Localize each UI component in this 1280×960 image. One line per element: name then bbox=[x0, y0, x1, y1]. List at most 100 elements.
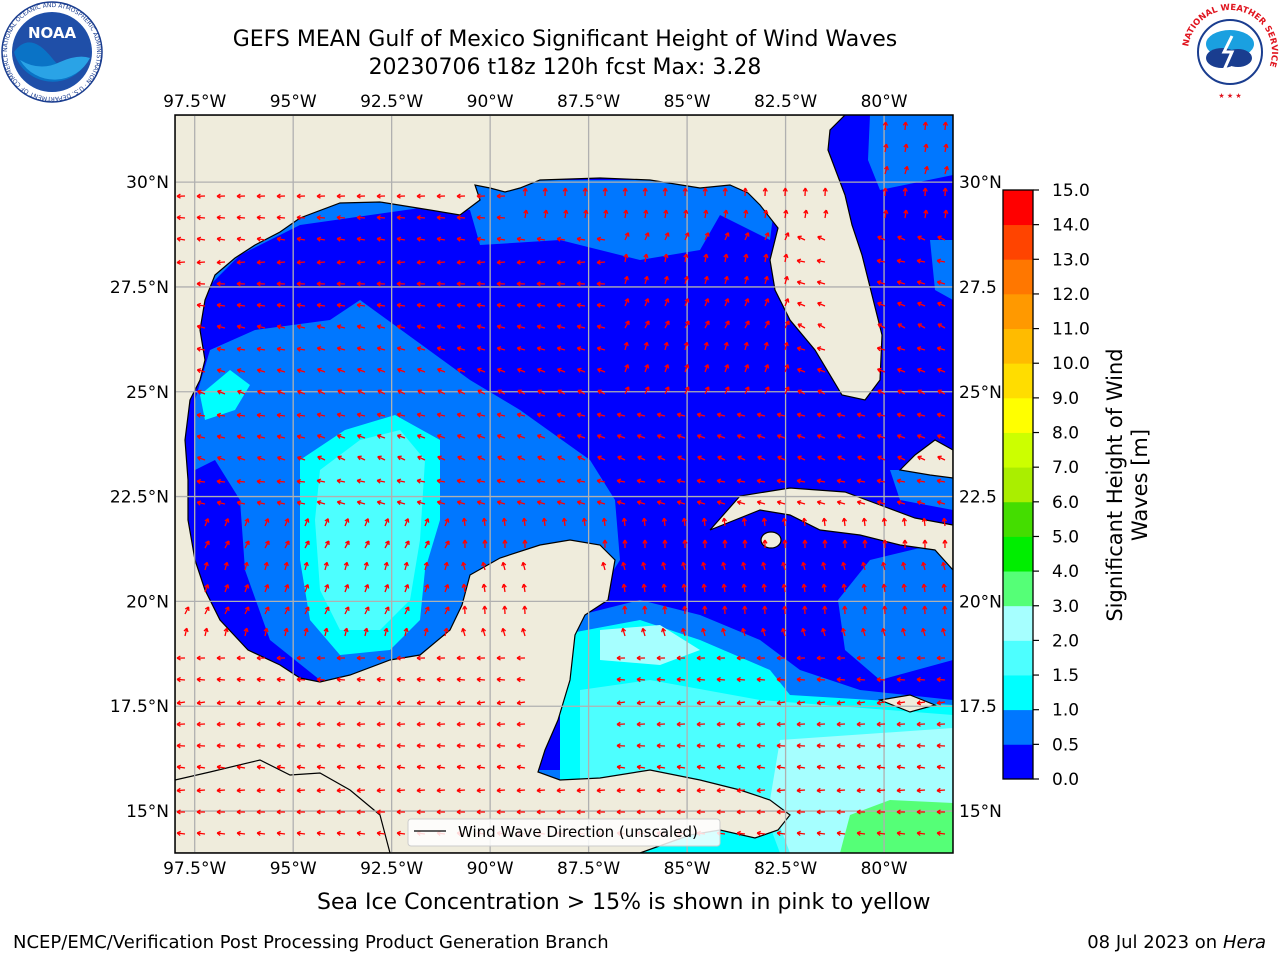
wave-arrow bbox=[756, 433, 766, 439]
wave-arrow bbox=[923, 209, 929, 219]
wave-arrow bbox=[424, 540, 430, 549]
wave-arrow bbox=[624, 320, 630, 329]
wave-arrow bbox=[224, 606, 230, 615]
wave-arrow bbox=[176, 721, 186, 727]
wave-arrow bbox=[203, 627, 209, 637]
wave-arrow bbox=[941, 517, 948, 527]
wave-arrow bbox=[644, 232, 650, 241]
nws-logo: NATIONAL WEATHER SERVICE ★ ★ ★ bbox=[1180, 2, 1280, 102]
wave-arrow bbox=[577, 389, 586, 395]
wave-arrow bbox=[176, 809, 186, 815]
wave-arrow bbox=[784, 320, 790, 329]
wave-arrow bbox=[516, 743, 526, 749]
colorbar-tick-label: 10.0 bbox=[1052, 354, 1090, 374]
wave-arrow bbox=[356, 412, 366, 418]
wave-arrow bbox=[636, 412, 646, 418]
wave-arrow bbox=[596, 259, 606, 265]
wave-arrow bbox=[643, 253, 649, 263]
wave-arrow bbox=[263, 561, 269, 571]
wave-arrow bbox=[796, 743, 806, 749]
wave-arrow bbox=[416, 764, 426, 770]
wave-arrow bbox=[897, 389, 906, 395]
wave-arrow bbox=[461, 561, 467, 571]
wave-arrow bbox=[436, 259, 446, 265]
wave-arrow bbox=[724, 386, 730, 395]
wave-arrow bbox=[377, 389, 386, 395]
wave-arrow bbox=[603, 209, 609, 219]
wave-arrow bbox=[876, 412, 886, 418]
colorbar-segment bbox=[1003, 709, 1033, 745]
wave-arrow bbox=[522, 539, 528, 549]
wave-arrow bbox=[923, 143, 929, 153]
wave-arrow bbox=[701, 561, 707, 571]
wave-arrow bbox=[196, 236, 206, 242]
wave-arrow bbox=[357, 389, 366, 395]
footer-date: 08 Jul 2023 on Hera bbox=[1087, 932, 1266, 953]
wave-arrow bbox=[836, 764, 846, 770]
wave-arrow bbox=[797, 235, 806, 241]
wave-arrow bbox=[803, 209, 809, 219]
wave-arrow bbox=[436, 721, 446, 727]
wave-arrow bbox=[616, 700, 626, 706]
wave-arrow bbox=[676, 478, 686, 484]
wave-arrow bbox=[216, 281, 226, 287]
wave-arrow bbox=[917, 455, 926, 461]
wave-arrow bbox=[696, 700, 706, 706]
wave-arrow bbox=[196, 721, 206, 727]
wave-arrow bbox=[896, 500, 906, 506]
wave-arrow bbox=[676, 412, 686, 418]
wave-arrow bbox=[264, 540, 270, 549]
wave-arrow bbox=[621, 561, 627, 571]
wave-arrow bbox=[462, 539, 468, 549]
wave-arrow bbox=[304, 518, 310, 527]
wave-arrow bbox=[344, 606, 350, 615]
wave-arrow bbox=[896, 764, 906, 770]
footer-machine: Hera bbox=[1222, 932, 1266, 953]
wave-arrow bbox=[781, 583, 787, 593]
wave-arrow bbox=[316, 700, 326, 706]
wave-arrow bbox=[356, 259, 366, 265]
wave-arrow bbox=[616, 433, 626, 439]
wave-arrow bbox=[684, 320, 690, 329]
wave-arrow bbox=[436, 655, 446, 661]
wave-arrow bbox=[296, 764, 306, 770]
wave-arrow bbox=[596, 809, 606, 815]
wave-arrow bbox=[316, 281, 326, 287]
wave-arrow bbox=[562, 187, 568, 197]
wave-arrow bbox=[796, 676, 806, 683]
wave-arrow bbox=[817, 323, 826, 329]
wave-arrow bbox=[683, 253, 689, 263]
wave-arrow bbox=[656, 433, 666, 439]
wave-arrow bbox=[861, 627, 867, 637]
wave-arrow bbox=[204, 606, 210, 615]
wave-arrow bbox=[416, 324, 426, 330]
wave-arrow bbox=[724, 298, 730, 307]
wave-arrow bbox=[583, 209, 589, 219]
wave-arrow bbox=[616, 809, 626, 815]
colorbar-tick-label: 3.0 bbox=[1052, 597, 1079, 617]
wave-arrow bbox=[516, 809, 526, 815]
wave-arrow bbox=[516, 721, 526, 727]
wave-arrow bbox=[656, 500, 666, 506]
wave-arrow bbox=[781, 517, 788, 527]
wave-arrow bbox=[816, 258, 826, 264]
wave-arrow bbox=[256, 193, 266, 199]
wave-arrow bbox=[616, 412, 626, 418]
wave-arrow bbox=[656, 787, 666, 794]
wave-arrow bbox=[216, 764, 226, 770]
wave-arrow bbox=[236, 368, 246, 374]
wave-arrow bbox=[676, 500, 686, 506]
wave-arrow bbox=[801, 583, 807, 593]
wave-arrow bbox=[316, 412, 326, 418]
wave-arrow bbox=[396, 412, 406, 418]
wave-arrow bbox=[764, 298, 770, 307]
wave-arrow bbox=[623, 253, 629, 263]
wave-arrow bbox=[796, 478, 806, 484]
wave-arrow bbox=[376, 215, 386, 221]
wave-arrow bbox=[256, 215, 266, 221]
wave-arrow bbox=[876, 500, 886, 506]
wave-arrow bbox=[296, 215, 306, 221]
wave-arrow bbox=[901, 561, 907, 571]
wave-arrow bbox=[816, 764, 826, 770]
colorbar-segment bbox=[1003, 536, 1033, 572]
